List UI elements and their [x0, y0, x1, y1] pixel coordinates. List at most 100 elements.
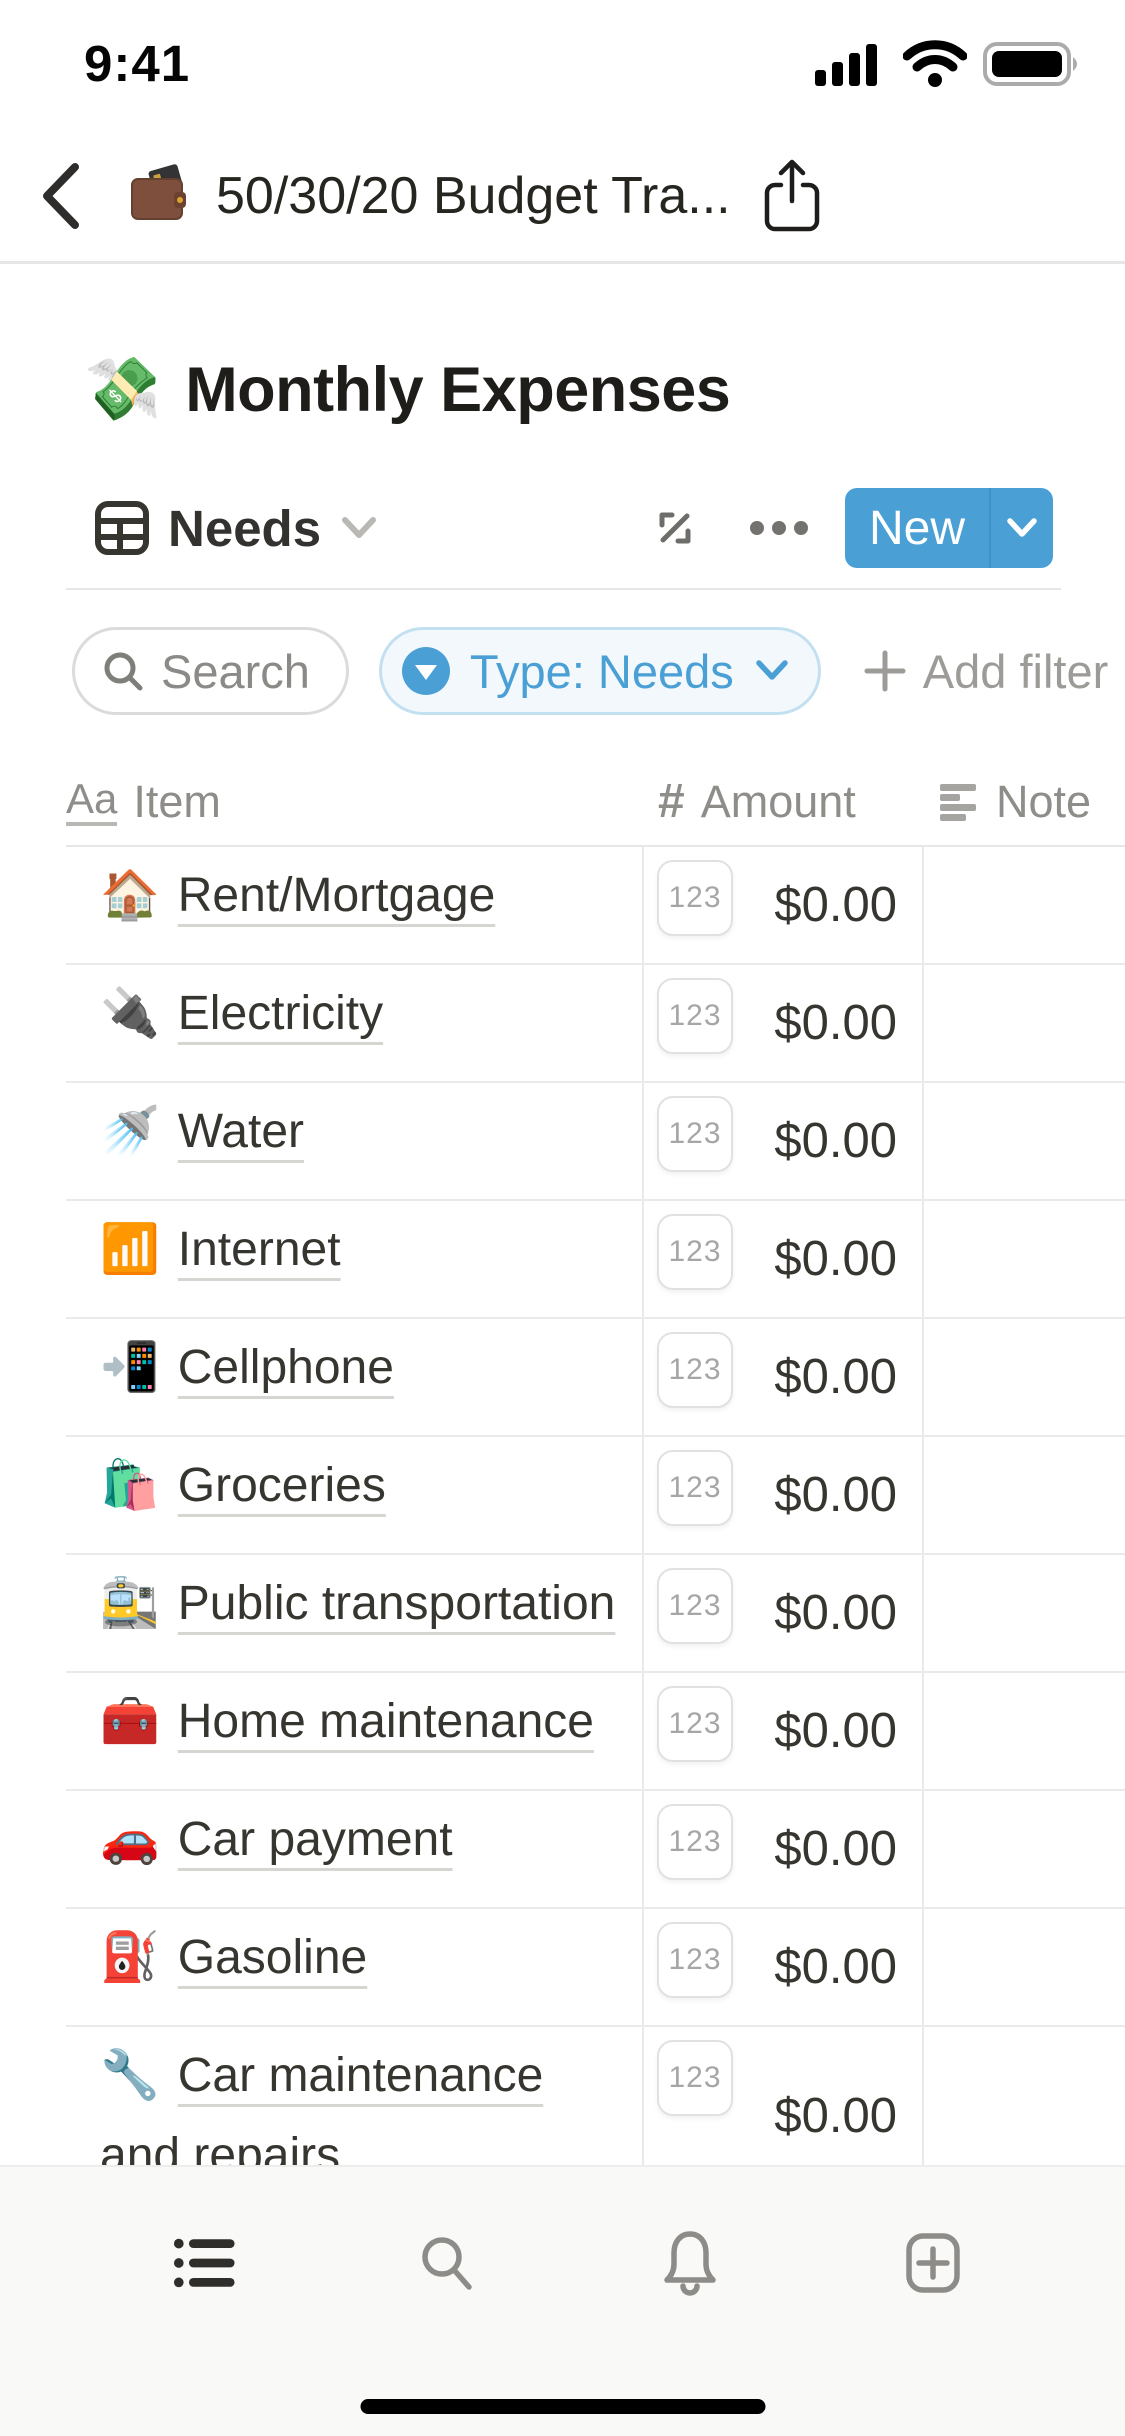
item-cell[interactable]: 🏠 Rent/Mortgage	[66, 847, 642, 963]
add-filter-button[interactable]: Add filter	[863, 644, 1108, 699]
amount-cell[interactable]: 123 $0.00	[642, 847, 922, 963]
table-row[interactable]: 🧰 Home maintenance 123 $0.00	[66, 1673, 1125, 1791]
number-type-badge: 123	[657, 1332, 733, 1408]
new-button-dropdown[interactable]	[991, 488, 1053, 568]
toolbar-list-button[interactable]	[172, 2231, 236, 2295]
item-title[interactable]: Water	[177, 1105, 304, 1158]
item-cell[interactable]: 🧰 Home maintenance	[66, 1673, 642, 1789]
item-title[interactable]: Cellphone	[177, 1341, 394, 1394]
item-cell[interactable]: 🚿 Water	[66, 1083, 642, 1199]
table-row[interactable]: 🔧 Car maintenance and repairs 123 $0.00	[66, 2027, 1125, 2207]
note-cell[interactable]	[922, 1319, 1125, 1435]
note-cell[interactable]	[922, 1555, 1125, 1671]
new-button-label[interactable]: New	[868, 501, 966, 555]
item-emoji-icon: ⛽	[100, 1931, 160, 1984]
note-cell[interactable]	[922, 1201, 1125, 1317]
item-cell[interactable]: 🛍️ Groceries	[66, 1437, 642, 1553]
table-row[interactable]: 📶 Internet 123 $0.00	[66, 1201, 1125, 1319]
item-emoji-icon: 🔌	[100, 987, 160, 1040]
toolbar-notifications-button[interactable]	[658, 2231, 722, 2296]
filter-bar: Search Type: Needs Add filter	[72, 627, 1125, 715]
back-button[interactable]	[36, 161, 84, 231]
note-cell[interactable]	[922, 1909, 1125, 2025]
item-title[interactable]: Internet	[177, 1223, 341, 1276]
search-icon	[104, 652, 143, 691]
search-label: Search	[161, 644, 310, 698]
table-body: 🏠 Rent/Mortgage 123 $0.00 🔌 Electricity 12…	[66, 847, 1125, 2387]
number-type-badge: 123	[657, 978, 733, 1054]
view-switcher[interactable]: Needs	[94, 499, 379, 558]
item-cell[interactable]: ⛽ Gasoline	[66, 1909, 642, 2025]
new-button[interactable]: New	[845, 488, 1053, 568]
item-cell[interactable]: 🔌 Electricity	[66, 965, 642, 1081]
home-indicator[interactable]	[360, 2399, 765, 2414]
amount-cell[interactable]: 123 $0.00	[642, 1555, 922, 1671]
note-cell[interactable]	[922, 847, 1125, 963]
amount-cell[interactable]: 123 $0.00	[642, 2027, 922, 2205]
item-emoji-icon: 🔧	[100, 2049, 160, 2102]
table-view-icon	[95, 501, 149, 555]
table-row[interactable]: 🔌 Electricity 123 $0.00	[66, 965, 1125, 1083]
add-filter-label: Add filter	[922, 644, 1109, 698]
expand-icon[interactable]	[647, 500, 703, 556]
page-emoji-icon: 💸	[84, 355, 162, 424]
nav-page-title[interactable]: 50/30/20 Budget Tra...	[216, 166, 731, 225]
item-title[interactable]: Electricity	[177, 987, 384, 1040]
column-label: Item	[133, 775, 221, 827]
item-cell[interactable]: 📶 Internet	[66, 1201, 642, 1317]
amount-cell[interactable]: 123 $0.00	[642, 1673, 922, 1789]
note-cell[interactable]	[922, 1791, 1125, 1907]
filter-chip-type[interactable]: Type: Needs	[378, 627, 821, 715]
table-row[interactable]: 🚉 Public transportation 123 $0.00	[66, 1555, 1125, 1673]
amount-value: $0.00	[774, 1704, 897, 1758]
item-title[interactable]: Home maintenance	[177, 1695, 594, 1748]
table-row[interactable]: 🛍️ Groceries 123 $0.00	[66, 1437, 1125, 1555]
table-row[interactable]: ⛽ Gasoline 123 $0.00	[66, 1909, 1125, 2027]
share-button[interactable]	[759, 156, 825, 236]
ellipsis-icon	[750, 521, 808, 535]
search-pill[interactable]: Search	[72, 627, 349, 715]
item-title[interactable]: Gasoline	[177, 1931, 368, 1984]
table-row[interactable]: 📲 Cellphone 123 $0.00	[66, 1319, 1125, 1437]
number-type-badge: 123	[657, 1096, 733, 1172]
item-title[interactable]: Groceries	[177, 1459, 386, 1512]
item-title[interactable]: Rent/Mortgage	[177, 869, 496, 922]
item-cell[interactable]: 🚗 Car payment	[66, 1791, 642, 1907]
item-title[interactable]: Public transportation	[177, 1577, 616, 1630]
toolbar-create-button[interactable]	[901, 2231, 965, 2295]
amount-cell[interactable]: 123 $0.00	[642, 1319, 922, 1435]
number-type-badge: 123	[657, 1804, 733, 1880]
item-cell[interactable]: 📲 Cellphone	[66, 1319, 642, 1435]
page-header: 💸 Monthly Expenses	[84, 342, 1085, 438]
chevron-down-icon	[342, 517, 377, 538]
note-cell[interactable]	[922, 1083, 1125, 1199]
note-cell[interactable]	[922, 965, 1125, 1081]
amount-value: $0.00	[774, 1586, 897, 1640]
note-cell[interactable]	[922, 1437, 1125, 1553]
table-row[interactable]: 🚿 Water 123 $0.00	[66, 1083, 1125, 1201]
item-title[interactable]: Car maintenance and repairs	[100, 2049, 544, 2182]
more-button[interactable]	[747, 500, 811, 556]
amount-value: $0.00	[774, 1232, 897, 1286]
amount-cell[interactable]: 123 $0.00	[642, 1201, 922, 1317]
amount-cell[interactable]: 123 $0.00	[642, 1909, 922, 2025]
amount-cell[interactable]: 123 $0.00	[642, 1083, 922, 1199]
column-header-note[interactable]: Note	[922, 758, 1125, 845]
number-type-badge: 123	[657, 1568, 733, 1644]
amount-cell[interactable]: 123 $0.00	[642, 1791, 922, 1907]
amount-cell[interactable]: 123 $0.00	[642, 965, 922, 1081]
item-cell[interactable]: 🚉 Public transportation	[66, 1555, 642, 1671]
wifi-icon	[903, 40, 967, 87]
expenses-table: Aa Item # Amount Note 🏠 Rent/Mortgage	[66, 758, 1125, 2387]
amount-cell[interactable]: 123 $0.00	[642, 1437, 922, 1553]
note-cell[interactable]	[922, 2027, 1125, 2205]
status-bar: 9:41	[0, 0, 1125, 130]
table-row[interactable]: 🏠 Rent/Mortgage 123 $0.00	[66, 847, 1125, 965]
table-row[interactable]: 🚗 Car payment 123 $0.00	[66, 1791, 1125, 1909]
column-header-amount[interactable]: # Amount	[642, 758, 922, 845]
amount-value: $0.00	[774, 996, 897, 1050]
item-title[interactable]: Car payment	[177, 1813, 453, 1866]
toolbar-search-button[interactable]	[415, 2231, 479, 2295]
column-header-item[interactable]: Aa Item	[66, 758, 642, 845]
note-cell[interactable]	[922, 1673, 1125, 1789]
